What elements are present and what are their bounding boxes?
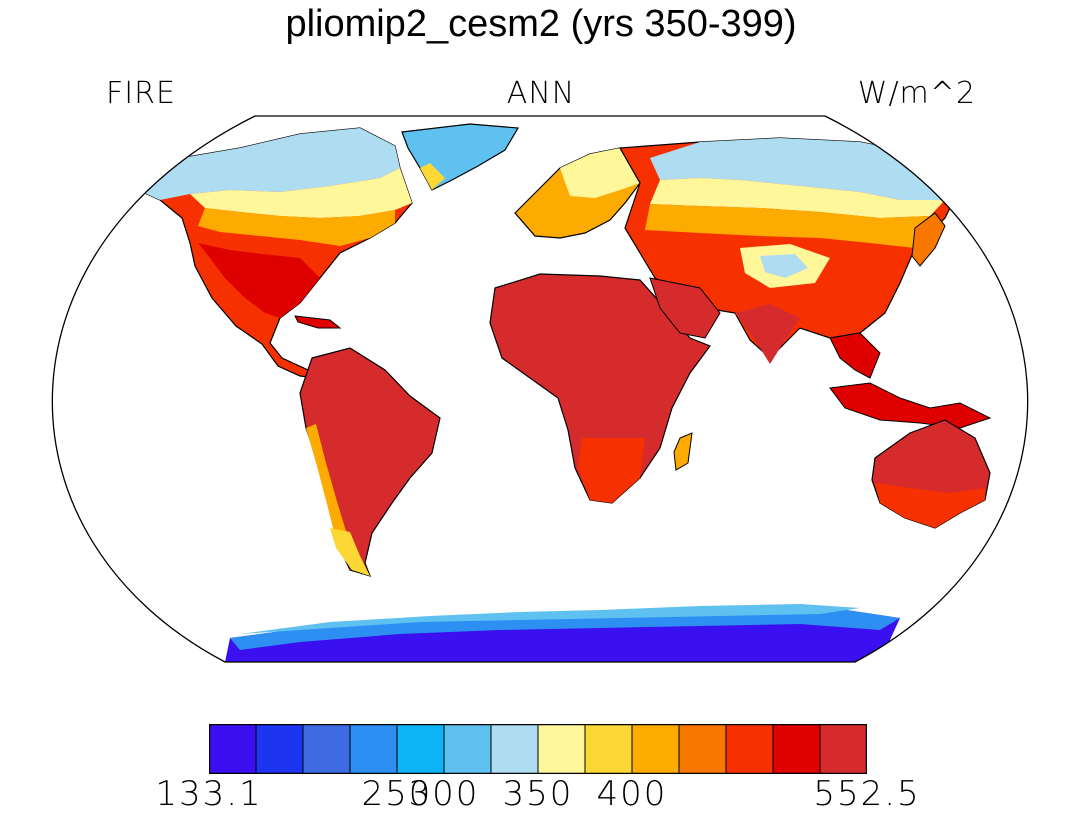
indonesia-region xyxy=(829,382,992,429)
arabia-region xyxy=(649,277,721,339)
colorbar-tick-label: 552.5 xyxy=(813,774,921,814)
south-africa-red xyxy=(578,438,645,503)
siberia-yellow xyxy=(650,178,945,218)
north-america-red xyxy=(198,243,320,318)
greenland-region xyxy=(401,123,520,191)
colorbar-swatch-6 xyxy=(490,724,539,774)
colorbar-swatch-4 xyxy=(396,724,445,774)
patagonia-band xyxy=(330,528,370,576)
colorbar-tick-label: 350 xyxy=(502,774,574,814)
colorbar-tick-label: 133.1 xyxy=(155,774,263,814)
japan-region xyxy=(911,212,946,267)
andes-band xyxy=(306,424,366,573)
colorbar-swatch-13 xyxy=(819,724,867,774)
colorbar-tick-label: 250 xyxy=(361,774,433,814)
se-asia-region xyxy=(829,332,881,379)
map-title: pliomip2_cesm2 (yrs 350-399) xyxy=(285,3,797,45)
australia-south-band xyxy=(875,483,985,528)
colorbar xyxy=(209,724,867,774)
colorbar-swatch-1 xyxy=(255,724,304,774)
colorbar-swatch-8 xyxy=(584,724,633,774)
colorbar-swatch-0 xyxy=(209,724,257,774)
colorbar-tick-label: 400 xyxy=(596,774,668,814)
north-america-yellow xyxy=(190,168,412,218)
colorbar-swatch-10 xyxy=(678,724,727,774)
greenland-coast xyxy=(420,163,445,190)
antarctica-edge xyxy=(240,604,860,634)
colorbar-swatch-7 xyxy=(537,724,586,774)
colorbar-swatch-2 xyxy=(302,724,351,774)
world-map xyxy=(51,115,1029,663)
caribbean-region xyxy=(294,315,342,329)
india-region xyxy=(735,304,800,364)
tibet-core xyxy=(760,254,808,278)
central-asia-orange xyxy=(645,204,930,248)
north-america-orange xyxy=(198,208,395,246)
colorbar-swatch-3 xyxy=(349,724,398,774)
madagascar-region xyxy=(673,432,693,471)
season-label: ANN xyxy=(506,76,576,111)
siberia-cold xyxy=(650,138,965,200)
colorbar-swatch-11 xyxy=(725,724,774,774)
variable-label: FIRE xyxy=(106,76,176,111)
units-label: W/m^2 xyxy=(857,76,976,111)
colorbar-swatch-12 xyxy=(772,724,821,774)
antarctica-coast xyxy=(230,606,900,650)
colorbar-frame xyxy=(209,724,867,774)
globe-outline xyxy=(51,115,1029,663)
colorbar-swatch-5 xyxy=(443,724,492,774)
north-america-cold xyxy=(120,128,400,200)
africa-region xyxy=(489,273,711,504)
colorbar-tick-label: 300 xyxy=(408,774,480,814)
new-zealand-region xyxy=(989,505,1028,555)
colorbar-swatch-9 xyxy=(631,724,680,774)
